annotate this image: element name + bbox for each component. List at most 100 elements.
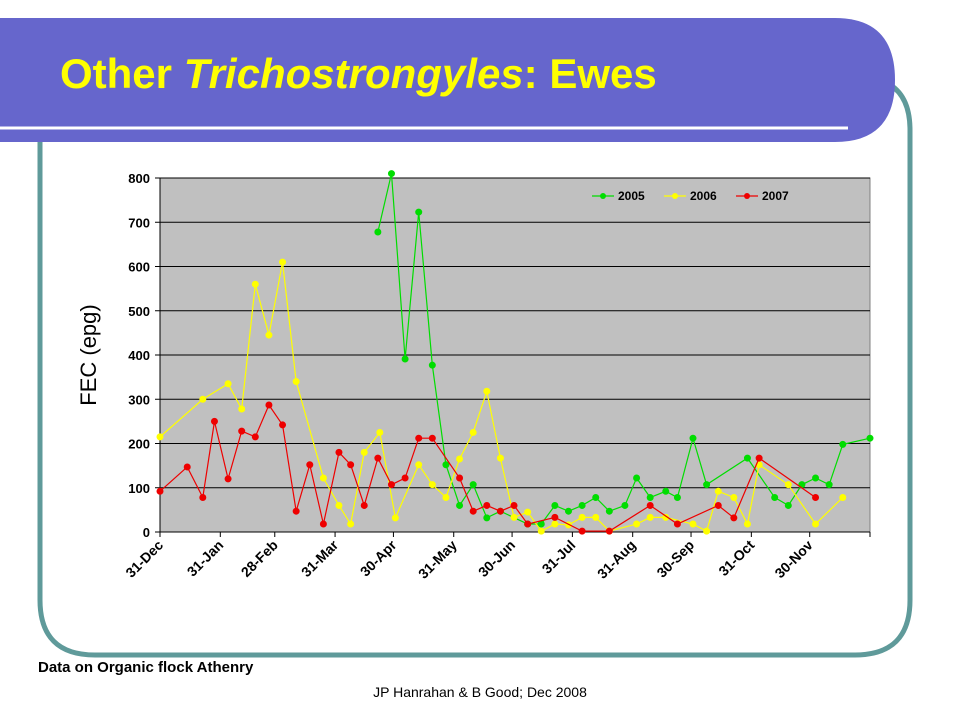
y-tick-label: 400 [128,348,150,363]
data-point [730,514,738,522]
data-point [456,455,464,463]
data-point [592,493,600,501]
data-point [743,454,751,462]
data-point [238,427,246,435]
x-tick-label: 31-Aug [594,537,639,582]
data-point [812,493,820,501]
y-tick-label: 200 [128,437,150,452]
legend-marker [744,193,750,199]
x-tick-label: 31-Jan [184,537,227,580]
data-point [866,434,874,442]
y-axis-label: FEC (epg) [76,304,101,405]
legend-label: 2007 [762,189,789,203]
data-point [442,461,450,469]
y-tick-label: 300 [128,392,150,407]
data-point [825,481,833,489]
title-part: : Ewes [524,50,657,97]
data-point [199,493,207,501]
data-point [537,520,545,528]
data-point [360,448,368,456]
data-point [714,501,722,509]
data-point [578,501,586,509]
data-point [510,513,518,521]
data-point [265,331,273,339]
data-point [633,474,641,482]
data-point [415,461,423,469]
data-point [292,378,300,386]
data-point [646,493,654,501]
data-point [401,474,409,482]
data-point [442,493,450,501]
data-point [524,508,532,516]
y-tick-label: 600 [128,260,150,275]
data-point [646,501,654,509]
data-point [428,361,436,369]
title-part: Trichostrongyles [184,50,524,97]
data-point [428,434,436,442]
data-point [319,520,327,528]
x-tick-label: 30-Apr [357,536,400,579]
x-tick-label: 31-Mar [298,536,342,580]
data-point [537,527,545,535]
data-point [306,461,314,469]
data-point [376,428,384,436]
data-point [469,481,477,489]
data-point [646,513,654,521]
data-point [391,514,399,522]
data-point [592,513,600,521]
x-tick-label: 31-Dec [122,537,166,581]
data-point [578,513,586,521]
data-point [689,520,697,528]
data-point [415,208,423,216]
data-point [360,501,368,509]
data-point [347,461,355,469]
data-point [199,395,207,403]
data-point [621,501,629,509]
data-point [251,280,259,288]
data-point [483,514,491,522]
data-point [839,493,847,501]
data-point [279,421,287,429]
data-point [279,258,287,266]
y-tick-label: 0 [143,525,150,540]
footer: JP Hanrahan & B Good; Dec 2008 [373,684,587,700]
data-point [156,433,164,441]
data-point [456,501,464,509]
x-tick-label: 30-Nov [771,537,815,581]
data-point [183,463,191,471]
data-point [374,228,382,236]
data-point [224,380,232,388]
data-point [415,434,423,442]
frame [37,77,913,658]
data-point [469,428,477,436]
title-part: Other [60,50,184,97]
data-point [496,507,504,515]
data-point [238,405,246,413]
x-tick-label: 31-Oct [715,537,757,579]
data-point [673,493,681,501]
data-point [292,507,300,515]
data-point [265,401,273,409]
y-tick-label: 700 [128,215,150,230]
data-point [251,433,259,441]
y-tick-label: 500 [128,304,150,319]
data-point [703,527,711,535]
note: Data on Organic flock Athenry [38,659,254,676]
data-point [335,501,343,509]
data-point [730,493,738,501]
data-point [224,475,232,483]
data-point [662,487,670,495]
data-point [347,520,355,528]
data-point [387,170,395,178]
data-point [812,474,820,482]
data-point [771,493,779,501]
data-point [605,527,613,535]
data-point [401,355,409,363]
data-point [319,474,327,482]
legend-marker [600,193,606,199]
y-tick-label: 100 [128,481,150,496]
data-point [210,417,218,425]
legend-marker [672,193,678,199]
data-point [156,487,164,495]
